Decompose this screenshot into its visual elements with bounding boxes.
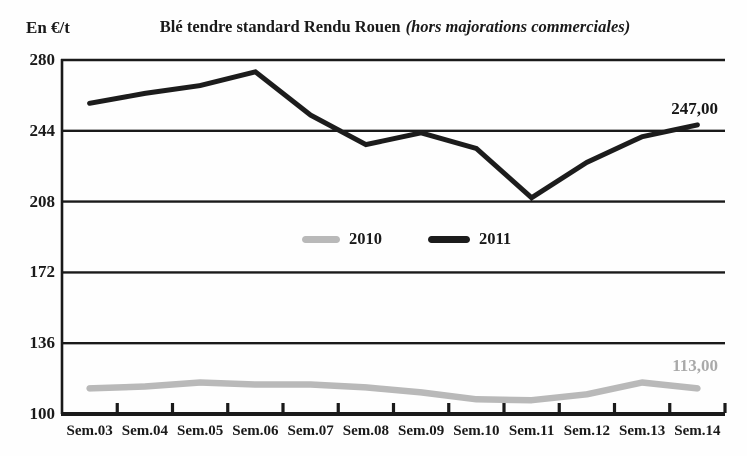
y-axis-label-136: 136 [29,333,56,353]
legend-swatch-2011 [428,235,470,243]
y-axis-unit-label: En €/t [26,18,70,37]
annotation-2011-last-value: 247,00 [671,99,718,118]
x-axis-label-sem-11: Sem.11 [508,423,555,439]
legend-label-2011: 2011 [479,229,512,248]
x-axis-label-sem-13: Sem.13 [619,423,666,439]
y-axis-label-100: 100 [29,404,56,423]
x-axis-label-sem-12: Sem.12 [563,423,610,439]
gridlines [61,58,725,345]
x-axis-labels: Sem.03 Sem.04 Sem.05 Sem.06 Sem.07 Sem.08 Sem.… [62,423,725,440]
x-axis-label-sem-05: Sem.05 [177,423,224,439]
legend-label-2010: 2010 [349,229,382,248]
legend-item-2010: 2010 [302,229,382,249]
x-axis-label-sem-08: Sem.08 [342,423,389,439]
legend-swatch-2010 [302,235,340,243]
x-axis-label-sem-04: Sem.04 [121,423,168,439]
x-axis-label-sem-06: Sem.06 [232,423,279,439]
legend: 2010 2011 [302,229,511,249]
x-axis-ticks [115,403,727,413]
chart-title-main: Blé tendre standard Rendu Rouen [159,17,401,36]
x-axis-label-sem-07: Sem.07 [287,423,334,439]
x-axis-label-sem-09: Sem.09 [398,423,445,439]
x-axis-label-sem-10: Sem.10 [453,423,500,439]
series-lines [86,69,701,404]
y-axis-label-244: 244 [29,120,56,140]
x-axis-label-sem-03: Sem.03 [66,423,113,439]
chart-title-note: (hors majorations commerciales) [405,17,631,36]
series-2010-line [86,379,701,404]
y-axis-label-172: 172 [29,262,56,282]
series-2011-line [87,69,700,201]
annotation-2010-last-value: 113,00 [672,356,718,375]
legend-item-2011: 2011 [428,229,511,249]
y-axis-label-208: 208 [29,191,56,211]
y-axis-label-280: 280 [29,50,56,69]
x-axis-label-sem-14: Sem.14 [674,423,721,439]
chart-title: Blé tendre standard Rendu Rouen (hors maj… [62,17,728,37]
axes [60,59,725,416]
